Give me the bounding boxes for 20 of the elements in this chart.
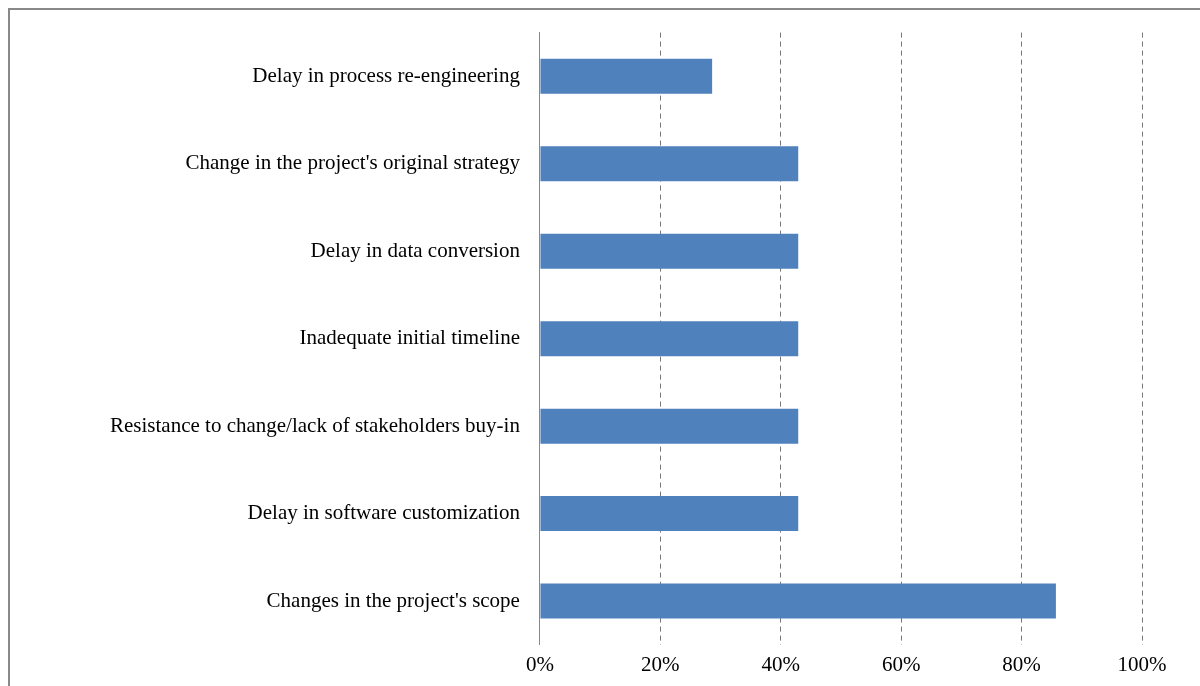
y-tick-label: Delay in process re-engineering <box>252 62 521 87</box>
bar <box>540 496 799 532</box>
y-tick-label: Delay in software customization <box>247 500 521 525</box>
x-tick-label: 100% <box>1117 651 1167 676</box>
x-tick-label: 80% <box>1002 651 1041 676</box>
y-tick-label: Inadequate initial timeline <box>299 325 520 350</box>
y-tick-label: Changes in the project's scope <box>266 587 520 612</box>
x-tick-label: 60% <box>881 651 921 676</box>
y-tick-label: Delay in data conversion <box>310 237 521 262</box>
x-tick-label: 20% <box>641 651 680 676</box>
y-tick-label: Change in the project's original strategy <box>185 150 521 175</box>
y-tick-label: Resistance to change/lack of stakeholders buy-in <box>110 412 521 437</box>
x-tick-label: 40% <box>761 651 801 676</box>
bar <box>540 146 799 182</box>
bar <box>540 321 799 357</box>
bar <box>540 408 799 444</box>
bar <box>540 583 1056 619</box>
x-tick-label: 0% <box>525 651 554 676</box>
bar <box>540 233 799 269</box>
bar <box>540 58 713 94</box>
